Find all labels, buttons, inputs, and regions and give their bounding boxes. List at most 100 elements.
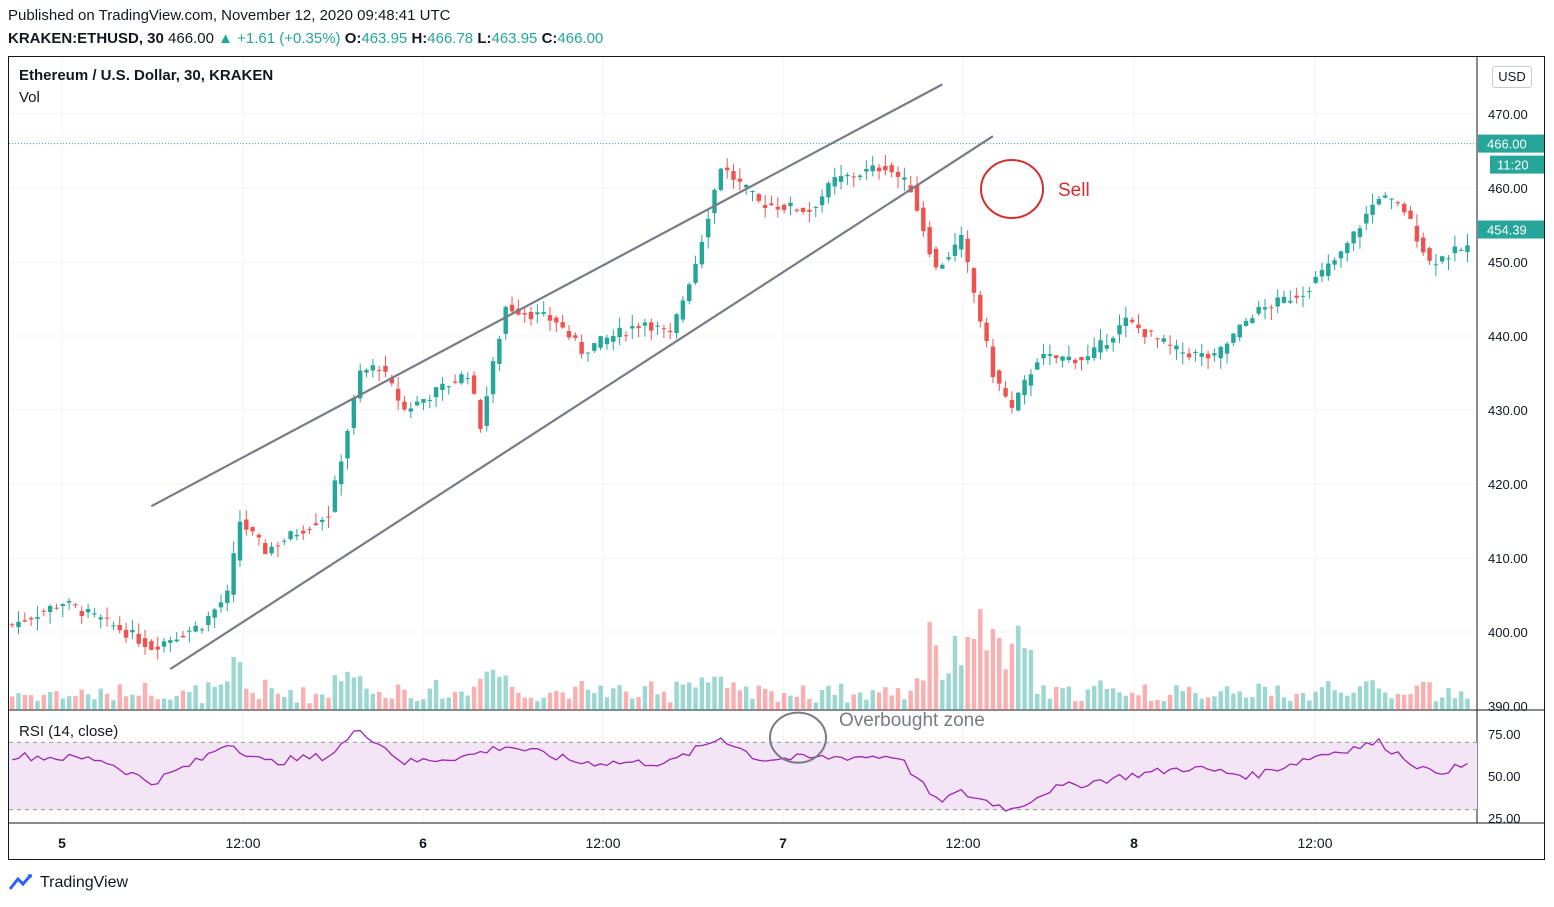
volume-bar — [655, 694, 660, 710]
candle-body — [237, 521, 243, 561]
volume-bar — [218, 684, 224, 710]
candle-body — [965, 238, 970, 263]
candle-body — [307, 528, 312, 530]
volume-bar — [573, 686, 578, 710]
candle-body — [851, 176, 856, 178]
candle-body — [952, 244, 958, 256]
last-price-badge — [1478, 134, 1544, 153]
candle-body — [845, 174, 850, 177]
candle-body — [180, 635, 186, 638]
volume-bar — [990, 628, 996, 710]
candle-body — [1269, 307, 1274, 309]
volume-bar — [876, 692, 882, 710]
candle-body — [168, 640, 173, 643]
candle-body — [1452, 246, 1458, 254]
volume-bar — [1022, 648, 1027, 710]
volume-bar — [1212, 696, 1217, 710]
volume-bar — [338, 681, 344, 710]
volume-bar — [1016, 625, 1021, 710]
volume-bar — [187, 691, 192, 710]
candle-body — [1389, 198, 1394, 200]
candle-body — [9, 624, 15, 626]
rsi-tick-label: 75.00 — [1488, 727, 1521, 742]
candle-body — [345, 430, 350, 459]
volume-bar — [705, 682, 711, 710]
candle-body — [465, 378, 470, 380]
volume-bar — [282, 696, 287, 710]
candle-body — [718, 168, 724, 190]
volume-bar — [1351, 692, 1356, 710]
candle-body — [940, 264, 945, 269]
candle-body — [320, 519, 325, 522]
volume-bar — [838, 683, 844, 710]
candle-body — [794, 209, 799, 211]
volume-bar — [1414, 685, 1420, 710]
candle-body — [1028, 374, 1034, 386]
candle-body — [231, 553, 236, 595]
high-value: 466.78 — [427, 30, 474, 47]
volume-bar — [857, 692, 863, 710]
volume-bar — [237, 662, 243, 710]
candle-body — [85, 608, 91, 613]
candle-body — [1237, 324, 1242, 338]
volume-bar — [60, 698, 65, 710]
volume-bar — [123, 696, 129, 710]
volume-bar — [22, 694, 28, 710]
candle-body — [509, 304, 515, 312]
volume-legend: Vol — [19, 89, 40, 106]
volume-bar — [1389, 698, 1394, 710]
candle-body — [990, 346, 996, 378]
volume-bar — [560, 692, 565, 710]
candle-body — [1016, 392, 1021, 411]
volume-bar — [598, 685, 603, 710]
candle-body — [1370, 204, 1375, 215]
candle-body — [813, 206, 818, 208]
volume-bar — [326, 697, 331, 710]
candle-body — [566, 331, 572, 338]
candle-body — [357, 370, 363, 399]
candle-body — [73, 604, 78, 606]
price-tick-label: 450.00 — [1488, 255, 1528, 270]
candle-body — [807, 209, 812, 212]
tradingview-footer[interactable]: TradingView — [8, 873, 128, 893]
candle-body — [41, 610, 47, 612]
volume-bar — [1148, 700, 1154, 710]
volume-bar — [433, 679, 439, 710]
volume-bar — [636, 697, 641, 710]
candle-body — [1395, 202, 1401, 204]
volume-bar — [971, 638, 977, 710]
candle-body — [1180, 352, 1185, 354]
volume-bar — [959, 665, 964, 710]
volume-bar — [1098, 680, 1103, 710]
candle-body — [1275, 297, 1280, 307]
candle-body — [389, 377, 395, 384]
candle-body — [452, 381, 458, 383]
candle-body — [743, 184, 749, 188]
volume-bar — [1054, 686, 1059, 710]
candle-body — [592, 343, 597, 351]
volume-bar — [668, 702, 673, 710]
volume-bar — [579, 681, 584, 710]
candle-body — [111, 625, 116, 627]
volume-bar — [788, 695, 793, 710]
currency-button[interactable]: USD — [1492, 66, 1532, 88]
candle-body — [699, 241, 705, 265]
candle-body — [705, 218, 711, 238]
volume-bar — [1224, 686, 1230, 710]
candle-body — [395, 388, 401, 401]
volume-bar — [1421, 681, 1426, 710]
time-tick-label: 12:00 — [225, 835, 260, 851]
candle-body — [731, 171, 736, 180]
candle-body — [490, 361, 496, 395]
volume-bar — [775, 701, 781, 710]
volume-bar — [712, 676, 717, 710]
candle-body — [1224, 343, 1230, 354]
volume-bar — [85, 694, 91, 710]
candle-body — [914, 185, 920, 211]
candle-body — [1085, 356, 1091, 360]
candle-body — [1041, 353, 1046, 359]
candle-body — [1376, 198, 1382, 205]
candle-body — [712, 189, 717, 214]
candle-body — [338, 461, 344, 485]
